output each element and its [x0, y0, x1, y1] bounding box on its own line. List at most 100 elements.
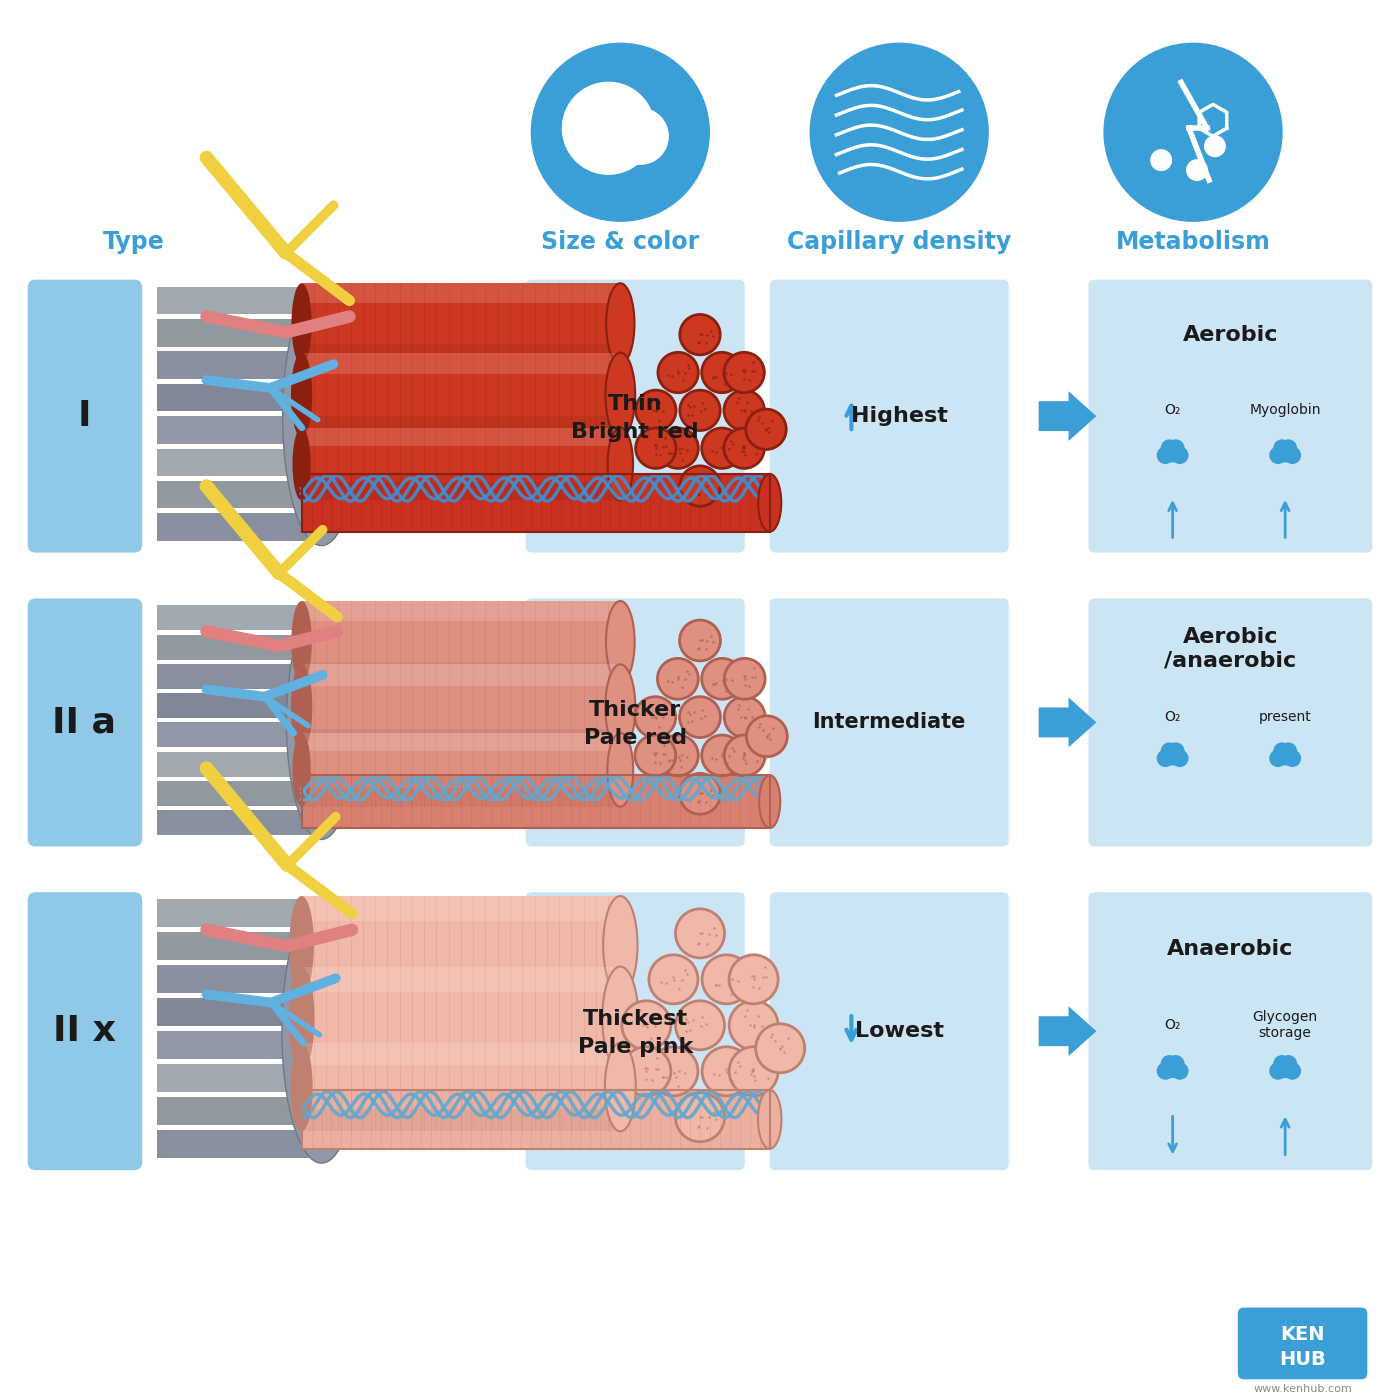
FancyBboxPatch shape — [1088, 598, 1372, 847]
Circle shape — [680, 315, 720, 354]
Circle shape — [701, 735, 742, 776]
Circle shape — [1284, 749, 1301, 767]
Text: O₂: O₂ — [1165, 403, 1180, 417]
Text: Myoglobin: Myoglobin — [1249, 403, 1322, 417]
Circle shape — [1277, 748, 1294, 766]
Bar — [301, 734, 620, 752]
Circle shape — [531, 42, 710, 223]
Text: Pale red: Pale red — [584, 728, 687, 749]
Ellipse shape — [608, 734, 633, 806]
Text: Aerobic
/anaerobic: Aerobic /anaerobic — [1165, 627, 1296, 671]
Ellipse shape — [288, 966, 315, 1070]
Circle shape — [724, 697, 766, 738]
Bar — [157, 752, 322, 777]
Ellipse shape — [291, 283, 312, 364]
Ellipse shape — [606, 283, 634, 364]
Circle shape — [1270, 1063, 1287, 1079]
Text: Intermediate: Intermediate — [812, 713, 966, 732]
Circle shape — [658, 428, 699, 469]
Circle shape — [746, 409, 787, 449]
Text: Aerobic: Aerobic — [1183, 325, 1278, 346]
Circle shape — [746, 715, 787, 757]
Ellipse shape — [606, 601, 634, 683]
Text: www.kenhub.com: www.kenhub.com — [1253, 1385, 1352, 1394]
Bar — [301, 970, 620, 994]
Bar — [301, 475, 770, 532]
Text: Lowest: Lowest — [855, 1021, 944, 1042]
Bar — [157, 351, 322, 379]
FancyBboxPatch shape — [28, 892, 143, 1170]
Bar — [157, 1064, 322, 1092]
Ellipse shape — [608, 427, 633, 500]
Circle shape — [701, 1047, 750, 1096]
Circle shape — [809, 42, 988, 223]
Circle shape — [1270, 447, 1287, 463]
Circle shape — [1163, 445, 1182, 462]
Circle shape — [724, 735, 766, 776]
Circle shape — [1168, 1056, 1184, 1072]
Text: Capillary density: Capillary density — [787, 230, 1011, 253]
Bar — [157, 480, 322, 508]
Circle shape — [679, 620, 721, 661]
FancyBboxPatch shape — [525, 280, 745, 553]
Ellipse shape — [602, 966, 638, 1070]
Circle shape — [1168, 742, 1184, 760]
Bar — [301, 475, 770, 532]
Circle shape — [1277, 445, 1294, 462]
Bar — [157, 605, 322, 630]
Circle shape — [658, 735, 699, 776]
Text: O₂: O₂ — [1165, 710, 1180, 724]
Bar — [301, 776, 770, 827]
Text: Pale pink: Pale pink — [578, 1037, 693, 1057]
Text: Bright red: Bright red — [571, 421, 699, 442]
Circle shape — [622, 1047, 671, 1096]
Bar — [301, 427, 620, 500]
Bar — [157, 998, 322, 1026]
Circle shape — [1168, 440, 1184, 456]
Circle shape — [1270, 749, 1287, 767]
Circle shape — [701, 428, 742, 469]
Circle shape — [680, 391, 720, 431]
Bar — [301, 966, 620, 993]
Bar — [157, 384, 322, 412]
Bar — [301, 1091, 770, 1149]
Circle shape — [724, 391, 764, 431]
Circle shape — [675, 909, 725, 958]
Text: Anaerobic: Anaerobic — [1168, 939, 1294, 959]
FancyBboxPatch shape — [1088, 280, 1372, 553]
Bar — [157, 1130, 322, 1158]
Circle shape — [729, 955, 778, 1004]
FancyBboxPatch shape — [1088, 892, 1372, 1170]
Text: Thickest: Thickest — [582, 1009, 687, 1029]
Bar — [301, 665, 620, 750]
Ellipse shape — [291, 665, 312, 750]
Bar — [301, 966, 620, 1070]
Bar — [301, 482, 620, 500]
Circle shape — [650, 955, 699, 1004]
Circle shape — [729, 1047, 778, 1096]
Ellipse shape — [291, 1043, 312, 1131]
Circle shape — [1280, 1056, 1298, 1072]
Circle shape — [1156, 447, 1175, 463]
Bar — [157, 1032, 322, 1060]
Circle shape — [724, 353, 764, 392]
Circle shape — [1186, 160, 1208, 181]
Text: Highest: Highest — [851, 406, 948, 426]
Ellipse shape — [603, 896, 637, 994]
Circle shape — [658, 658, 699, 699]
FancyBboxPatch shape — [28, 280, 143, 553]
Ellipse shape — [757, 1091, 781, 1149]
Bar — [301, 601, 620, 683]
Text: present: present — [1259, 710, 1312, 724]
Bar — [301, 344, 620, 364]
Circle shape — [1280, 440, 1298, 456]
FancyBboxPatch shape — [1238, 1308, 1368, 1379]
Circle shape — [1151, 150, 1172, 171]
Circle shape — [1273, 440, 1291, 456]
Ellipse shape — [759, 475, 781, 532]
Circle shape — [1161, 742, 1179, 760]
FancyBboxPatch shape — [770, 280, 1009, 553]
Circle shape — [1277, 1061, 1294, 1078]
Text: Metabolism: Metabolism — [1116, 230, 1270, 253]
Bar — [301, 1109, 620, 1131]
